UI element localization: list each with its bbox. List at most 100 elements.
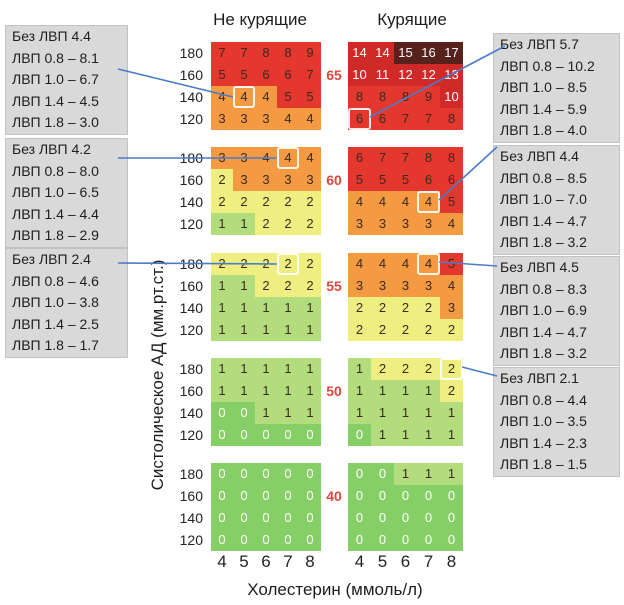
age-label: 40 — [326, 488, 342, 504]
risk-cell: 2 — [299, 275, 321, 297]
sbp-tick-label: 120 — [179, 532, 203, 548]
risk-cell: 2 — [277, 253, 299, 275]
risk-cell: 2 — [417, 319, 440, 341]
risk-cell: 3 — [233, 108, 255, 130]
risk-cell: 4 — [440, 275, 463, 297]
risk-cell: 3 — [371, 275, 394, 297]
risk-cell: 0 — [417, 529, 440, 551]
risk-cell: 4 — [371, 191, 394, 213]
highlighted-cell-marker — [440, 358, 463, 380]
hdl-callout-text: ЛВП 1.4 – 2.5 — [12, 315, 99, 332]
sbp-tick-label: 180 — [179, 45, 203, 61]
risk-cell: 0 — [233, 507, 255, 529]
risk-cell: 2 — [277, 213, 299, 235]
risk-cell: 9 — [417, 86, 440, 108]
risk-cell: 1 — [440, 463, 463, 485]
cholesterol-tick-label: 6 — [261, 552, 271, 571]
risk-cell: 6 — [348, 108, 371, 130]
cholesterol-tick-label: 8 — [305, 552, 315, 571]
risk-cell: 1 — [233, 213, 255, 235]
hdl-callout-text: ЛВП 1.4 – 4.4 — [12, 205, 99, 222]
hdl-callout-text: ЛВП 1.0 – 8.5 — [500, 79, 587, 96]
hdl-callout-text: ЛВП 1.4 – 5.9 — [500, 100, 587, 117]
risk-cell: 0 — [348, 424, 371, 446]
risk-cell: 0 — [394, 529, 417, 551]
hdl-callout-text: ЛВП 0.8 – 8.5 — [500, 169, 587, 186]
hdl-callout-text: Без ЛВП 2.4 — [12, 251, 91, 267]
highlighted-cell-marker — [277, 253, 299, 275]
risk-cell: 1 — [233, 380, 255, 402]
sbp-tick-label: 140 — [179, 89, 203, 105]
risk-cell: 12 — [417, 64, 440, 86]
x-axis-title: Холестерин (ммоль/л) — [247, 580, 423, 599]
risk-cell: 0 — [394, 507, 417, 529]
risk-cell: 1 — [277, 380, 299, 402]
age-label: 60 — [326, 172, 342, 188]
risk-cell: 3 — [394, 275, 417, 297]
cholesterol-tick-label: 6 — [400, 552, 411, 571]
risk-cell: 5 — [211, 64, 233, 86]
risk-cell: 0 — [299, 424, 321, 446]
risk-cell: 1 — [299, 380, 321, 402]
risk-cell: 2 — [371, 297, 394, 319]
risk-cell: 1 — [348, 358, 371, 380]
risk-cell: 10 — [440, 86, 463, 108]
risk-cell: 0 — [440, 485, 463, 507]
risk-cell: 6 — [440, 169, 463, 191]
risk-cell: 0 — [211, 529, 233, 551]
risk-cell: 2 — [394, 358, 417, 380]
sbp-tick-label: 120 — [179, 216, 203, 232]
hdl-callout-text: ЛВП 1.4 – 4.5 — [12, 92, 99, 109]
hdl-callout-text: ЛВП 1.4 – 4.7 — [500, 212, 587, 229]
hdl-callout-text: ЛВП 1.0 – 7.0 — [500, 191, 587, 208]
risk-cell: 1 — [211, 380, 233, 402]
risk-cell: 0 — [233, 529, 255, 551]
risk-cell: 3 — [417, 213, 440, 235]
hdl-callout: Без ЛВП 4.4 ЛВП 0.8 – 8.5 ЛВП 1.0 – 7.0 ЛВП… — [493, 145, 620, 255]
risk-cell: 1 — [417, 424, 440, 446]
risk-cell: 0 — [255, 485, 277, 507]
risk-cell: 4 — [211, 86, 233, 108]
risk-cell: 13 — [440, 64, 463, 86]
cholesterol-tick-label: 4 — [217, 552, 227, 571]
cholesterol-tick-label: 7 — [283, 552, 293, 571]
sbp-tick-label: 160 — [179, 172, 203, 188]
highlighted-cell-marker — [233, 86, 255, 108]
cholesterol-tick-label: 7 — [423, 552, 434, 571]
risk-cell: 4 — [348, 253, 371, 275]
risk-cell: 0 — [348, 463, 371, 485]
risk-cell: 2 — [371, 358, 394, 380]
hdl-callout-text: ЛВП 0.8 – 8.3 — [500, 280, 587, 297]
hdl-callout-text: ЛВП 0.8 – 4.6 — [12, 272, 99, 289]
risk-cell: 1 — [440, 424, 463, 446]
risk-cell: 2 — [277, 275, 299, 297]
risk-cell: 0 — [255, 463, 277, 485]
risk-cell: 7 — [417, 108, 440, 130]
risk-cell: 1 — [255, 319, 277, 341]
risk-cell: 1 — [233, 358, 255, 380]
panel-smokers: 14 14 15 16 17 10 11 12 12 13 8 8 8 9 10 6 6 7 7 8 6 7 7 8 8 5 5 5 6… — [348, 0, 463, 551]
hdl-callout-text: ЛВП 1.8 – 1.5 — [500, 456, 587, 473]
hdl-callout-text: ЛВП 1.0 – 3.8 — [12, 294, 99, 311]
risk-cell: 0 — [277, 424, 299, 446]
risk-cell: 6 — [255, 64, 277, 86]
risk-cell: 0 — [348, 529, 371, 551]
risk-cell: 1 — [233, 275, 255, 297]
risk-cell: 0 — [277, 507, 299, 529]
sbp-tick-label: 160 — [179, 383, 203, 399]
risk-cell: 1 — [211, 213, 233, 235]
risk-cell: 1 — [299, 402, 321, 424]
risk-cell: 7 — [211, 42, 233, 64]
risk-cell: 4 — [299, 147, 321, 169]
risk-cell: 0 — [255, 424, 277, 446]
risk-cell: 6 — [371, 108, 394, 130]
risk-cell: 3 — [211, 108, 233, 130]
risk-cell: 0 — [417, 485, 440, 507]
risk-cell: 0 — [211, 402, 233, 424]
risk-cell: 8 — [255, 42, 277, 64]
